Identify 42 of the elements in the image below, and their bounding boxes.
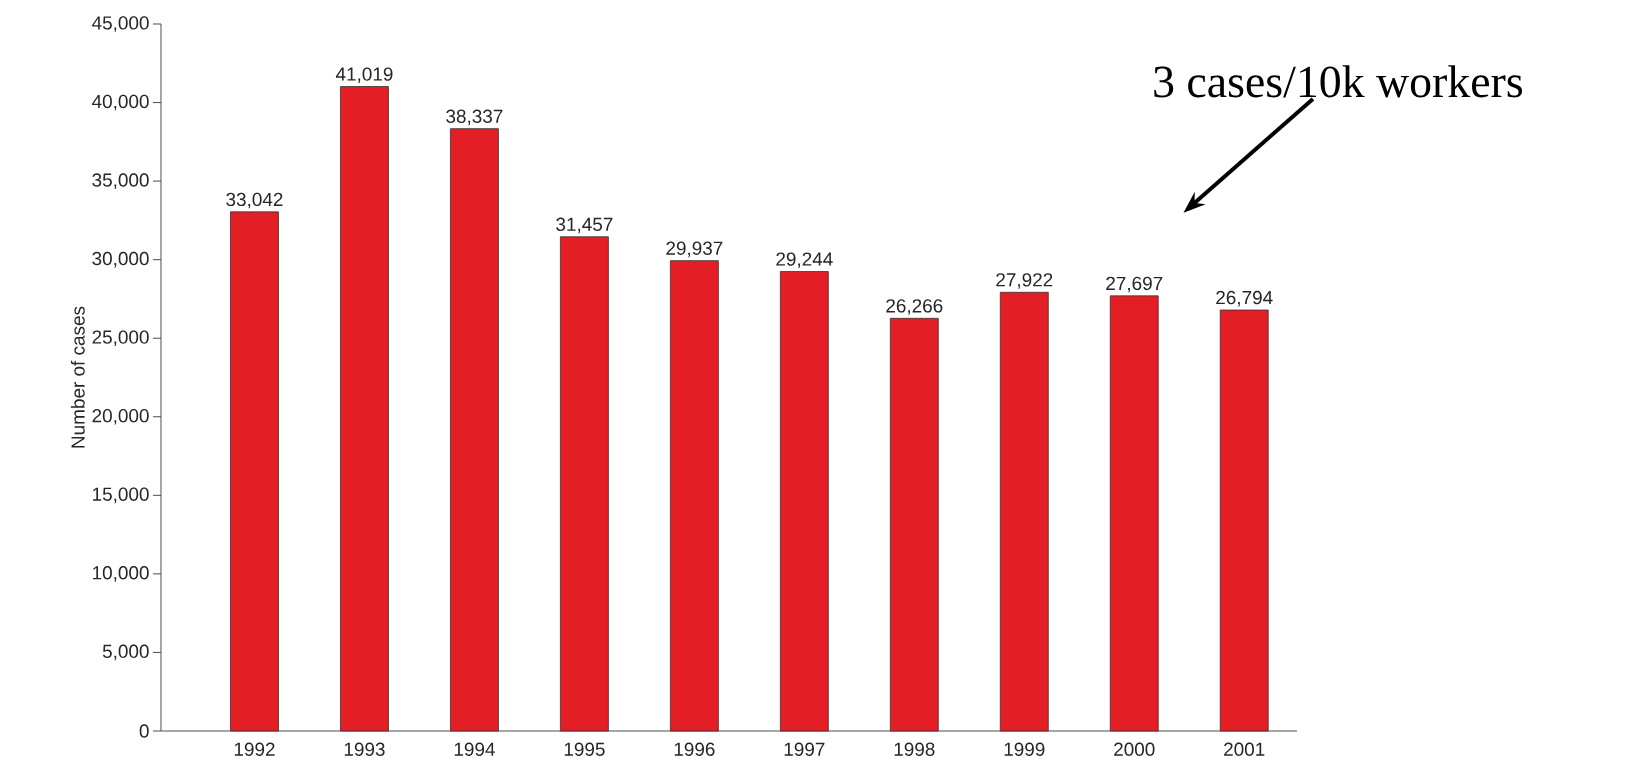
- x-tick-label: 1994: [454, 742, 495, 756]
- y-tick-label: 10,000: [93, 566, 149, 582]
- x-tick-label: 1998: [894, 742, 935, 756]
- data-label: 27,922: [996, 273, 1053, 289]
- x-tick-label: 1996: [674, 742, 715, 756]
- data-label: 33,042: [226, 192, 283, 209]
- bar: [230, 211, 279, 732]
- data-label: 29,244: [776, 252, 833, 269]
- y-tick-label: 30,000: [92, 251, 149, 268]
- y-tick-label: 40,000: [92, 94, 149, 111]
- data-label: 41,019: [335, 67, 393, 84]
- y-tick-label: 35,000: [92, 173, 149, 189]
- y-tick-label: 25,000: [92, 330, 149, 347]
- bar: [450, 128, 499, 732]
- y-tick-label: 0: [139, 724, 149, 738]
- x-tick-label: 2000: [1114, 742, 1155, 756]
- data-label: 26,794: [1216, 290, 1273, 307]
- y-tick-label: 20,000: [92, 408, 149, 425]
- y-axis-title: Number of cases: [70, 306, 85, 448]
- y-tick-label: 45,000: [92, 16, 149, 32]
- x-tick-label: 1995: [564, 742, 605, 756]
- bar: [999, 291, 1049, 732]
- data-label: 29,937: [666, 241, 723, 258]
- bar: [1219, 309, 1269, 732]
- y-tick-label: 15,000: [93, 487, 149, 504]
- data-label: 26,266: [886, 299, 943, 315]
- bar: [889, 317, 939, 732]
- x-tick-label: 1999: [1004, 742, 1045, 756]
- annotation: 3 cases/10k workers: [1154, 65, 1522, 98]
- data-label: 27,697: [1106, 276, 1163, 293]
- x-tick-label: 1997: [784, 742, 825, 756]
- bar: [340, 86, 389, 732]
- x-tick-label: 1992: [234, 742, 275, 756]
- data-label: 31,457: [556, 217, 613, 234]
- x-tick-label: 2001: [1224, 742, 1265, 756]
- bar: [559, 236, 609, 732]
- bar: [779, 271, 829, 732]
- data-label: 38,337: [446, 109, 503, 126]
- bar: [669, 260, 719, 732]
- x-tick-label: 1993: [344, 742, 385, 756]
- y-tick-label: 5,000: [102, 644, 149, 661]
- bar: [1109, 295, 1159, 732]
